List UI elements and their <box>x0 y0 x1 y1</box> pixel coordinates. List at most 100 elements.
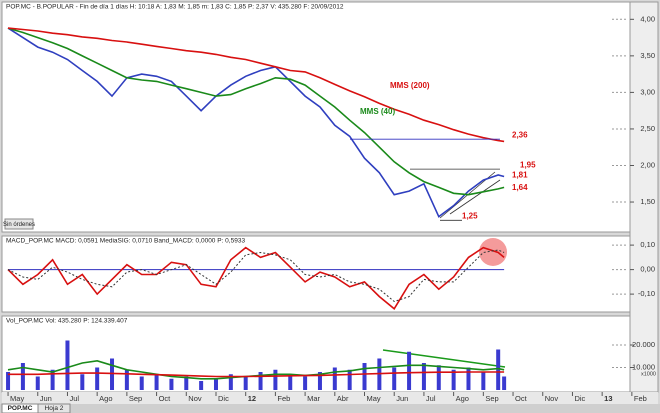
y-tick-label: 2,00 <box>640 160 655 169</box>
volume-bar <box>35 376 40 390</box>
x-tick-label: 12 <box>248 394 256 403</box>
volume-bar <box>347 369 352 390</box>
volume-bar <box>110 358 115 390</box>
volume-bar <box>184 376 189 390</box>
volume-bar <box>95 367 100 390</box>
volume-bar <box>228 374 233 390</box>
volume-bar <box>273 369 278 390</box>
axis-strip <box>629 1 659 393</box>
series-line <box>7 27 505 143</box>
y-unit: x1000 <box>641 371 656 377</box>
series-line <box>7 246 505 311</box>
y-tick-label: 2,50 <box>640 124 655 133</box>
y-tick-label: 3,00 <box>640 87 655 96</box>
tab-label[interactable]: POP.MC <box>8 405 33 412</box>
volume-bar <box>243 376 248 390</box>
volume-bar <box>50 369 55 390</box>
volume-bar <box>421 363 426 390</box>
y-tick-label: 20.000 <box>632 340 655 349</box>
orders-button-label[interactable]: Sin órdenes <box>3 222 35 228</box>
volume-bar <box>169 378 174 390</box>
series-label: MMS (40) <box>360 107 395 116</box>
volume-bar <box>258 372 263 390</box>
volume-bar <box>20 363 25 390</box>
x-tick-label: Jul <box>69 394 79 403</box>
y-tick-label: 0,00 <box>640 265 655 274</box>
volume-bar <box>481 372 486 390</box>
volume-bar <box>317 372 322 390</box>
volume-bar <box>139 376 144 390</box>
y-tick-label: 10.000 <box>632 362 655 371</box>
series-line <box>7 27 505 196</box>
series-line <box>8 371 505 378</box>
volume-bar <box>451 369 456 390</box>
panel-title: Vol_POP.MC Vol: 435.280 P: 124.339.407 <box>6 318 128 325</box>
x-tick-label: May <box>10 394 24 403</box>
x-tick-label: Jun <box>40 394 52 403</box>
x-tick-label: May <box>367 394 381 403</box>
volume-bar <box>502 376 507 390</box>
series-label: MMS (200) <box>390 81 430 90</box>
x-tick-label: Jun <box>396 394 408 403</box>
volume-bar <box>407 351 412 390</box>
x-tick-label: Feb <box>277 394 290 403</box>
volume-bar <box>392 367 397 390</box>
volume-bar <box>199 381 204 390</box>
tab[interactable] <box>37 403 71 413</box>
volume-bar <box>332 367 337 390</box>
price-trendline <box>449 179 501 215</box>
x-tick-label: Oct <box>515 394 528 403</box>
volume-trendline <box>382 349 506 368</box>
y-tick-label: 0,10 <box>640 240 655 249</box>
x-tick-label: Dic <box>218 394 229 403</box>
x-tick-label: Mar <box>307 394 320 403</box>
panel-title: MACD_POP.MC MACD: 0,0591 MediaSIG: 0,071… <box>6 238 245 245</box>
x-tick-label: Ago <box>99 394 112 403</box>
x-axis-strip <box>2 392 658 404</box>
series-line <box>7 359 505 380</box>
price-panel <box>1 1 631 233</box>
x-tick-label: Sep <box>129 394 142 403</box>
orders-button[interactable] <box>4 218 34 230</box>
x-tick-label: Nov <box>545 394 559 403</box>
level-label: 1,25 <box>462 211 478 220</box>
volume-bar <box>80 374 85 390</box>
y-tick-label: -0,10 <box>638 289 655 298</box>
highlight-circle <box>479 238 507 266</box>
volume-bar <box>65 340 70 390</box>
tab-bar <box>0 404 660 413</box>
x-tick-label: 13 <box>604 394 612 403</box>
level-label: 1,81 <box>512 170 528 179</box>
y-tick-label: 4,00 <box>640 14 655 23</box>
x-tick-label: Sep <box>485 394 498 403</box>
level-label: 1,95 <box>520 160 536 169</box>
x-tick-label: Feb <box>634 394 647 403</box>
x-tick-label: Oct <box>159 394 172 403</box>
x-tick-label: Ago <box>456 394 469 403</box>
volume-bar <box>436 365 441 390</box>
x-tick-label: Jul <box>426 394 436 403</box>
x-tick-label: Nov <box>188 394 202 403</box>
volume-bar <box>288 374 293 390</box>
tab-label[interactable]: Hoja 2 <box>45 405 64 412</box>
volume-bar <box>362 363 367 390</box>
volume-bar <box>466 367 471 390</box>
volume-bar <box>496 349 501 390</box>
y-tick-label: 3,50 <box>640 51 655 60</box>
x-tick-label: Dic <box>574 394 585 403</box>
series-line <box>7 27 505 218</box>
volume-bar <box>303 376 308 390</box>
level-label: 1,64 <box>512 183 528 192</box>
y-tick-label: 1,50 <box>640 197 655 206</box>
volume-bar <box>6 372 11 390</box>
series-line <box>7 249 505 303</box>
x-tick-label: Abr <box>337 394 349 403</box>
level-label: 2,36 <box>512 130 528 139</box>
volume-panel <box>1 315 631 393</box>
volume-bar <box>124 369 129 390</box>
panel-title: POP.MC - B.POPULAR - Fin de día 1 días H… <box>6 4 344 11</box>
volume-bar <box>154 374 159 390</box>
volume-bar <box>213 378 218 390</box>
